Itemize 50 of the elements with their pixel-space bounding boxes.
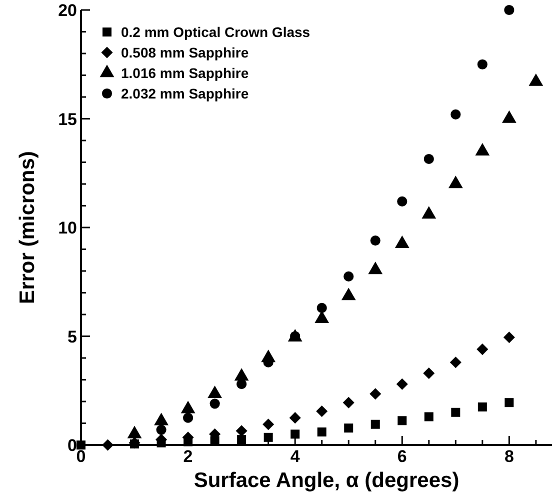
point [236, 425, 248, 437]
x-axis-title: Surface Angle, α (degrees) [194, 469, 460, 492]
point [397, 196, 408, 206]
point [290, 430, 300, 439]
point [504, 398, 514, 408]
point [344, 271, 354, 282]
legend-label: 0.2 mm Optical Crown Glass [121, 24, 310, 40]
point [424, 412, 434, 422]
point [156, 424, 166, 435]
point [450, 356, 462, 368]
point [451, 408, 460, 417]
point [317, 427, 326, 436]
x-tick-label: 2 [183, 447, 193, 466]
point [342, 396, 354, 408]
point [236, 379, 247, 390]
point [503, 332, 515, 344]
point [210, 398, 220, 409]
y-axis-title: Error (microns) [16, 151, 39, 304]
x-tick-label: 4 [290, 447, 300, 466]
point [476, 344, 488, 356]
legend-label: 0.508 mm Sapphire [121, 44, 249, 60]
x-tick-label: 6 [397, 447, 407, 466]
point [344, 424, 354, 433]
point [477, 59, 488, 70]
x-tick-label: 8 [504, 447, 514, 466]
y-tick-label: 10 [58, 218, 77, 238]
point [370, 236, 380, 246]
point [262, 418, 274, 430]
point [237, 435, 246, 444]
point [76, 440, 86, 450]
point [264, 432, 273, 442]
point [396, 378, 408, 390]
point [423, 367, 435, 379]
point [424, 154, 434, 164]
point [370, 420, 380, 429]
point [370, 388, 382, 400]
point [504, 4, 514, 16]
point [478, 402, 487, 412]
legend-label: 1.016 mm Sapphire [121, 65, 249, 81]
legend-label: 2.032 mm Sapphire [121, 86, 249, 102]
point [398, 416, 407, 426]
y-tick-label: 15 [58, 110, 77, 129]
point [183, 412, 194, 423]
point [289, 412, 301, 424]
y-tick-label: 20 [58, 1, 77, 20]
point [316, 302, 327, 314]
point [316, 406, 328, 418]
point [450, 109, 461, 120]
y-tick-label: 5 [68, 327, 77, 346]
point [102, 439, 114, 451]
